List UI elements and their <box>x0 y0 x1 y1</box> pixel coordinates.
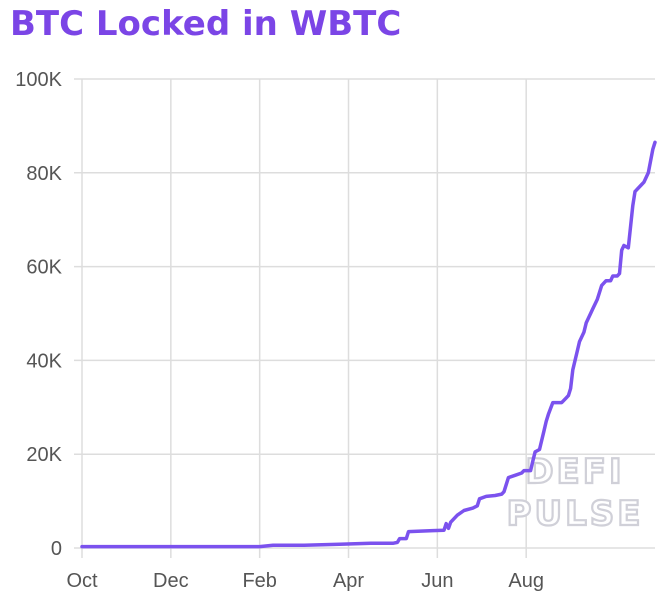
x-axis: Oct Dec Feb Apr Jun Aug <box>66 570 544 592</box>
y-tick-label: 80K <box>26 163 62 185</box>
x-tick-label: Apr <box>333 570 364 592</box>
y-tick-label: 100K <box>15 69 62 91</box>
x-tick-label: Feb <box>242 570 276 592</box>
x-tick-label: Dec <box>153 570 189 592</box>
y-tick-label: 60K <box>26 257 62 279</box>
watermark-line2: PULSE <box>507 494 644 534</box>
chart-title: BTC Locked in WBTC <box>10 4 402 44</box>
series-line <box>80 140 657 549</box>
y-tick-label: 0 <box>51 538 62 560</box>
x-tick-label: Jun <box>421 570 453 592</box>
watermark-line1: DEFI <box>525 452 624 492</box>
x-tick-label: Aug <box>508 570 544 592</box>
x-tick-label: Oct <box>66 570 98 592</box>
y-tick-label: 20K <box>26 444 62 466</box>
y-tick-label: 40K <box>26 350 62 372</box>
y-axis: 0 20K 40K 60K 80K 100K <box>15 69 62 560</box>
defi-pulse-watermark: DEFI PULSE <box>505 451 644 535</box>
chart-grid <box>74 78 655 558</box>
